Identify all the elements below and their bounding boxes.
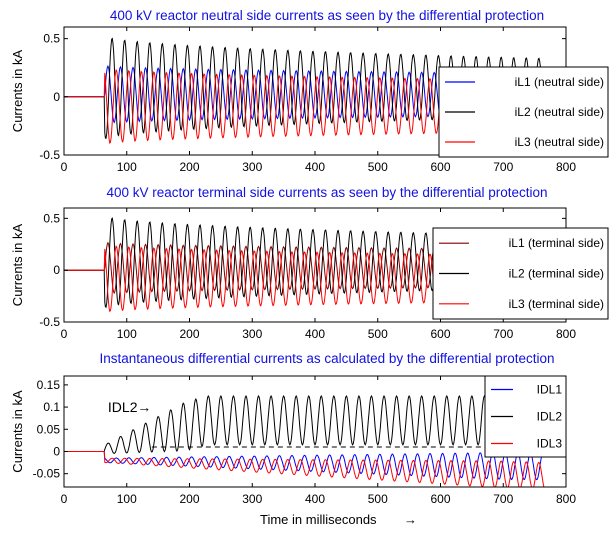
y-axis-label: Currents in kA (10, 49, 25, 132)
x-tick-label: 100 (117, 492, 137, 506)
y-axis-label: Currents in kA (10, 390, 25, 473)
x-tick-label: 300 (242, 327, 262, 341)
x-tick-label: 800 (556, 327, 576, 341)
chart-panel-1: 400 kV reactor neutral side currents as … (10, 8, 609, 174)
x-tick-label: 800 (556, 160, 576, 174)
x-tick-label: 700 (493, 492, 513, 506)
x-tick-label: 700 (493, 327, 513, 341)
y-tick-label: -0.5 (39, 315, 60, 329)
x-tick-label: 600 (430, 492, 450, 506)
chart-title: 400 kV reactor terminal side currents as… (107, 185, 548, 200)
x-tick-label: 300 (242, 160, 262, 174)
legend: IDL1 IDL2 IDL3 (484, 375, 567, 458)
chart-title: 400 kV reactor neutral side currents as … (110, 8, 544, 23)
y-tick-label: 0.1 (43, 400, 60, 414)
y-tick-label: 0.5 (43, 211, 60, 225)
x-axis-arrow: → (404, 512, 417, 527)
series-line-idl1 (64, 451, 545, 481)
series-line-idl2 (64, 394, 545, 454)
y-tick-label: 0 (53, 263, 60, 277)
x-tick-label: 500 (368, 492, 388, 506)
x-tick-label: 0 (61, 160, 68, 174)
legend-entry: iL2 (terminal side) (509, 267, 604, 281)
legend: iL1 (neutral side) iL2 (neutral side) iL3 … (438, 66, 609, 158)
x-tick-label: 0 (61, 492, 68, 506)
x-tick-label: 600 (430, 160, 450, 174)
legend-entry: IDL1 (537, 383, 563, 397)
legend-entry: IDL3 (537, 437, 563, 451)
legend-entry: iL1 (terminal side) (509, 236, 604, 250)
x-tick-label: 200 (179, 160, 199, 174)
series-line-il2 (64, 37, 545, 140)
y-tick-label: 0.05 (37, 422, 61, 436)
series-line-idl3 (64, 451, 545, 487)
chart-panel-3: Instantaneous differential currents as c… (10, 351, 576, 506)
chart-panel-2: 400 kV reactor terminal side currents as… (10, 185, 609, 341)
y-tick-label: 0.15 (37, 378, 61, 392)
x-tick-label: 800 (556, 492, 576, 506)
x-tick-label: 200 (179, 492, 199, 506)
legend-entry: iL3 (terminal side) (509, 297, 604, 311)
y-tick-label: 0 (53, 444, 60, 458)
y-tick-label: 0 (53, 90, 60, 104)
legend-entry: iL1 (neutral side) (515, 75, 604, 89)
x-tick-label: 600 (430, 327, 450, 341)
x-tick-label: 500 (368, 327, 388, 341)
x-tick-label: 400 (305, 327, 325, 341)
chart-title: Instantaneous differential currents as c… (99, 351, 554, 366)
x-tick-label: 300 (242, 492, 262, 506)
x-tick-label: 500 (368, 160, 388, 174)
x-tick-label: 700 (493, 160, 513, 174)
x-axis-label: Time in milliseconds (260, 512, 377, 527)
x-tick-label: 0 (61, 327, 68, 341)
x-tick-label: 400 (305, 492, 325, 506)
legend-entry: iL2 (neutral side) (515, 105, 604, 119)
x-tick-label: 200 (179, 327, 199, 341)
legend: iL1 (terminal side) iL2 (terminal side) iL… (432, 227, 609, 320)
x-tick-label: 400 (305, 160, 325, 174)
y-tick-label: 0.5 (43, 32, 60, 46)
y-tick-label: -0.5 (39, 148, 60, 162)
x-tick-label: 100 (117, 327, 137, 341)
legend-entry: iL3 (neutral side) (515, 135, 604, 149)
y-tick-label: -0.05 (33, 467, 61, 481)
y-axis-label: Currents in kA (10, 223, 25, 306)
x-tick-label: 100 (117, 160, 137, 174)
annotation-label: IDL2 (108, 399, 138, 415)
annotation-arrow: → (137, 399, 151, 415)
legend-entry: IDL2 (537, 410, 563, 424)
